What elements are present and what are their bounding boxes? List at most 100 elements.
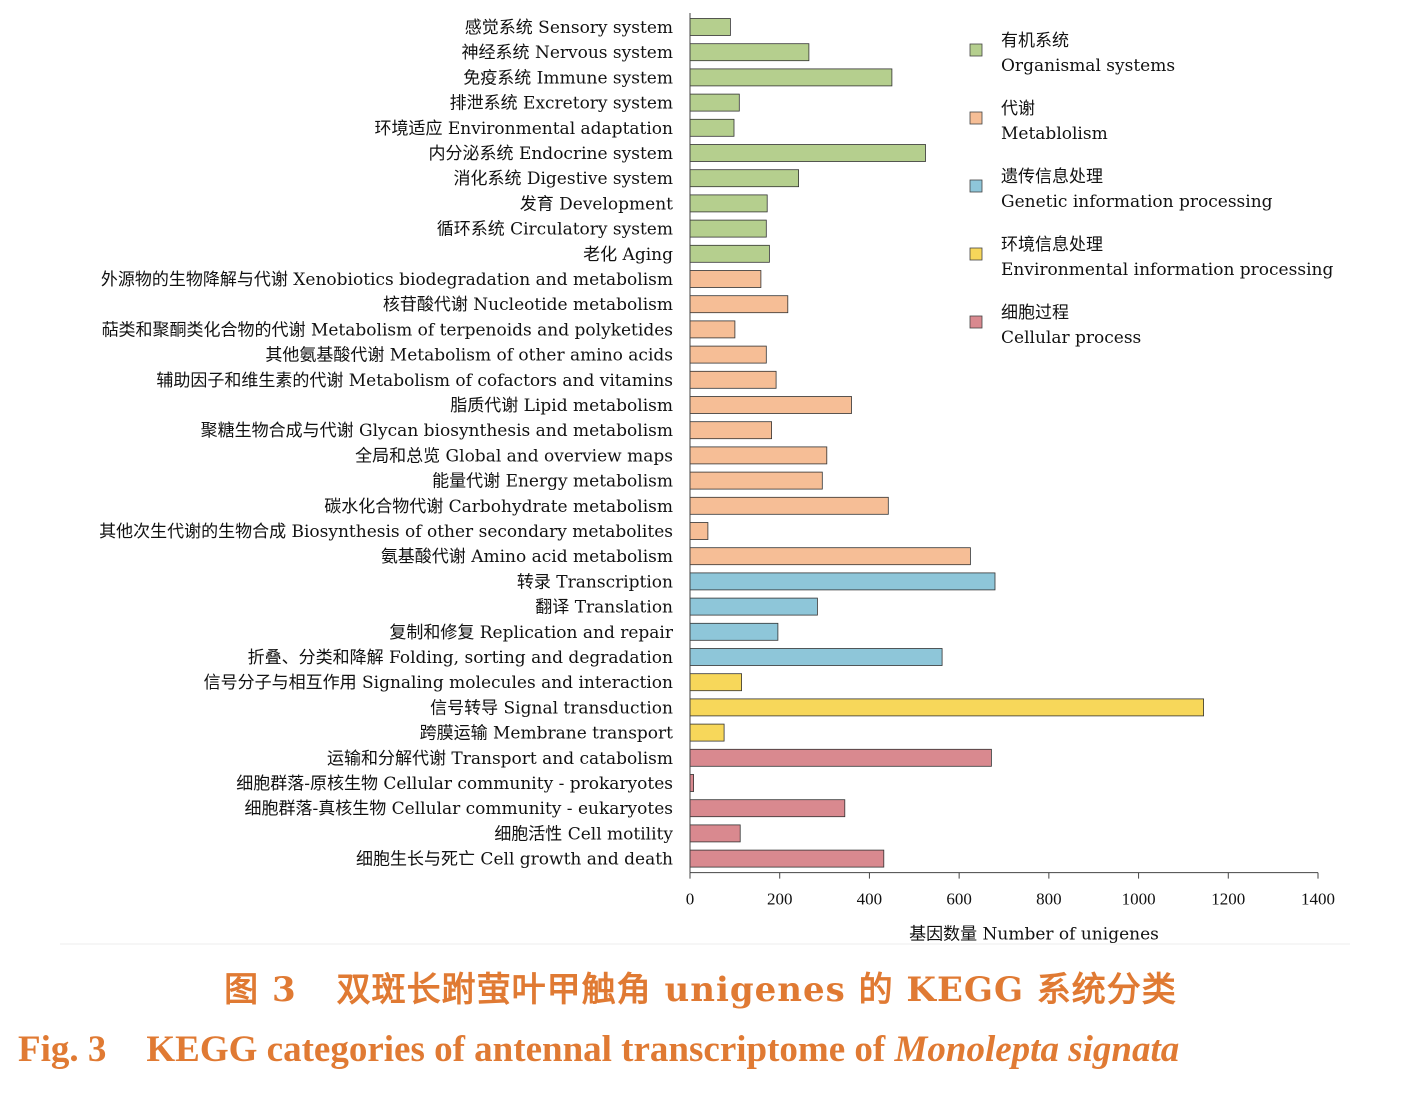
- category-label-16: 脂质代谢 Lipid metabolism: [450, 396, 673, 416]
- category-label-5: 环境适应 Environmental adaptation: [374, 119, 673, 139]
- bar-2: [689, 43, 810, 62]
- x-tick-label-600: 600: [946, 890, 972, 909]
- bar-33: [689, 824, 741, 843]
- legend-swatch-3: [969, 179, 983, 193]
- bar-19: [689, 471, 823, 490]
- legend-label-cn-1: 有机系统: [1001, 31, 1069, 51]
- bar-34: [689, 849, 885, 868]
- category-label-7: 消化系统 Digestive system: [453, 169, 673, 189]
- bar-16: [689, 396, 852, 414]
- bar-25: [689, 622, 779, 641]
- category-label-11: 外源物的生物降解与代谢 Xenobiotics biodegradation a…: [101, 270, 673, 290]
- legend-label-en-2: Metablolism: [1001, 124, 1108, 144]
- category-label-24: 翻译 Translation: [535, 598, 673, 618]
- category-label-18: 全局和总览 Global and overview maps: [355, 446, 673, 466]
- bar-6: [689, 144, 926, 162]
- bar-10: [689, 244, 770, 263]
- legend-swatch-5: [969, 315, 983, 329]
- category-label-32: 细胞群落-真核生物 Cellular community - eukaryote…: [245, 799, 674, 819]
- bar-27: [689, 673, 742, 692]
- legend-swatch-1: [969, 43, 983, 57]
- caption-english: Fig. 3 KEGG categories of antennal transc…: [18, 1028, 1388, 1071]
- category-label-31: 细胞群落-原核生物 Cellular community - prokaryot…: [236, 774, 673, 794]
- kegg-figure: 感觉系统 Sensory system 神经系统 Nervous system 免疫…: [60, 13, 1350, 945]
- bar-17: [689, 421, 772, 440]
- bar-12: [689, 295, 789, 314]
- category-label-13: 萜类和聚酮类化合物的代谢 Metabolism of terpenoids an…: [102, 320, 673, 340]
- x-axis-title: 基因数量 Number of unigenes: [909, 925, 1159, 945]
- caption-en-text: KEGG categories of antennal transcriptom…: [146, 1029, 895, 1070]
- legend-label-cn-2: 代谢: [1001, 99, 1035, 119]
- caption-chinese: 图 3 双斑长跗萤叶甲触角 unigenes 的 KEGG 系统分类: [0, 962, 1401, 1011]
- bar-1: [689, 18, 731, 36]
- x-tick-label-400: 400: [857, 890, 883, 909]
- category-label-26: 折叠、分类和降解 Folding, sorting and degradatio…: [248, 648, 673, 668]
- bar-4: [689, 93, 740, 112]
- bar-15: [689, 370, 777, 389]
- bar-28: [689, 698, 1204, 717]
- bar-20: [689, 496, 889, 515]
- caption-cn-figure-number: 图 3: [224, 970, 297, 1010]
- category-label-21: 其他次生代谢的生物合成 Biosynthesis of other second…: [99, 522, 673, 542]
- category-label-27: 信号分子与相互作用 Signaling molecules and intera…: [204, 673, 673, 693]
- legend-label-en-1: Organismal systems: [1001, 56, 1175, 76]
- bar-32: [689, 799, 846, 818]
- category-label-1: 感觉系统 Sensory system: [465, 18, 673, 38]
- category-label-25: 复制和修复 Replication and repair: [389, 623, 674, 643]
- category-label-33: 细胞活性 Cell motility: [494, 824, 673, 844]
- legend-label-cn-4: 环境信息处理: [1001, 235, 1103, 255]
- category-label-3: 免疫系统 Immune system: [463, 68, 673, 88]
- kegg-bar-chart: 感觉系统 Sensory system 神经系统 Nervous system 免疫…: [60, 13, 1350, 945]
- category-label-30: 运输和分解代谢 Transport and catabolism: [327, 749, 673, 769]
- bar-7: [689, 169, 799, 188]
- category-label-6: 内分泌系统 Endocrine system: [429, 144, 673, 164]
- x-tick-label-0: 0: [686, 890, 695, 909]
- bar-13: [689, 320, 736, 339]
- category-label-14: 其他氨基酸代谢 Metabolism of other amino acids: [265, 346, 673, 366]
- category-label-22: 氨基酸代谢 Amino acid metabolism: [381, 547, 673, 567]
- bar-22: [689, 547, 971, 566]
- bar-8: [689, 194, 768, 213]
- bar-5: [689, 118, 735, 137]
- bar-24: [689, 597, 818, 616]
- bar-9: [689, 219, 767, 238]
- bar-26: [689, 648, 943, 666]
- bar-14: [689, 345, 767, 364]
- bar-29: [689, 723, 725, 742]
- category-label-17: 聚糖生物合成与代谢 Glycan biosynthesis and metabo…: [201, 421, 673, 441]
- caption-species-name: Monolepta signata: [894, 1029, 1180, 1070]
- category-label-8: 发育 Development: [520, 194, 673, 214]
- legend-label-en-4: Environmental information processing: [1001, 260, 1333, 280]
- legend-swatch-2: [969, 111, 983, 125]
- category-label-23: 转录 Transcription: [517, 572, 673, 592]
- x-tick-label-200: 200: [767, 890, 793, 909]
- x-tick-label-1200: 1200: [1211, 890, 1245, 909]
- bar-23: [689, 572, 996, 591]
- category-label-9: 循环系统 Circulatory system: [437, 220, 673, 240]
- bar-21: [689, 522, 709, 540]
- category-label-34: 细胞生长与死亡 Cell growth and death: [356, 850, 673, 870]
- category-label-10: 老化 Aging: [583, 245, 673, 265]
- caption-cn-text: 双斑长跗萤叶甲触角 unigenes 的 KEGG 系统分类: [336, 970, 1177, 1010]
- legend-label-en-5: Cellular process: [1001, 328, 1141, 348]
- legend-label-en-3: Genetic information processing: [1001, 192, 1273, 212]
- category-label-4: 排泄系统 Excretory system: [450, 94, 673, 114]
- category-label-2: 神经系统 Nervous system: [462, 43, 673, 63]
- bar-30: [689, 748, 992, 767]
- bar-11: [689, 270, 762, 288]
- legend-label-cn-5: 细胞过程: [1001, 303, 1069, 323]
- category-label-29: 跨膜运输 Membrane transport: [420, 724, 674, 744]
- bar-3: [689, 68, 893, 87]
- bar-31: [689, 774, 694, 792]
- x-tick-label-800: 800: [1036, 890, 1062, 909]
- bar-18: [689, 446, 828, 465]
- legend-swatch-4: [969, 247, 983, 261]
- category-label-19: 能量代谢 Energy metabolism: [432, 472, 673, 492]
- x-tick-label-1000: 1000: [1122, 890, 1156, 909]
- category-label-15: 辅助因子和维生素的代谢 Metabolism of cofactors and …: [156, 371, 673, 391]
- category-label-20: 碳水化合物代谢 Carbohydrate metabolism: [324, 497, 673, 517]
- x-tick-label-1400: 1400: [1301, 890, 1335, 909]
- legend-label-cn-3: 遗传信息处理: [1001, 167, 1103, 187]
- category-label-12: 核苷酸代谢 Nucleotide metabolism: [383, 295, 673, 315]
- caption-en-figure-number: Fig. 3: [18, 1029, 107, 1070]
